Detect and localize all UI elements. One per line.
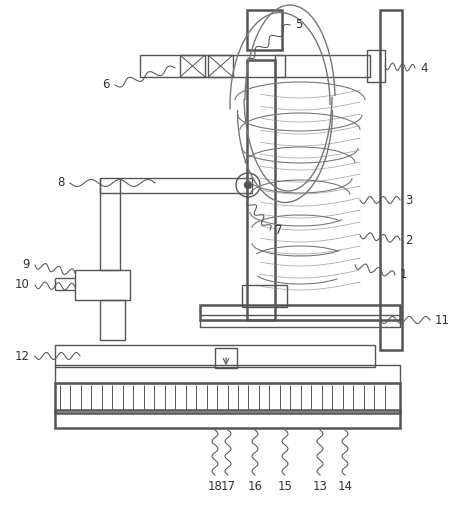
Bar (100, 178, 252, 193)
Bar (380, 10, 402, 350)
Text: 6: 6 (102, 78, 110, 92)
Bar (215, 348, 237, 368)
Text: 17: 17 (220, 480, 235, 493)
Bar (55, 345, 375, 367)
Bar (247, 60, 275, 320)
Text: 16: 16 (247, 480, 263, 493)
Text: 3: 3 (405, 194, 412, 206)
Bar (180, 55, 205, 77)
Circle shape (245, 181, 252, 188)
Bar (208, 55, 233, 77)
Bar (55, 383, 400, 413)
Text: 5: 5 (295, 18, 302, 32)
Bar (55, 410, 400, 428)
Text: 8: 8 (58, 177, 65, 189)
Text: 1: 1 (400, 268, 408, 282)
Text: 7: 7 (275, 224, 282, 237)
Text: 18: 18 (207, 480, 223, 493)
Bar (200, 315, 400, 327)
Text: 13: 13 (313, 480, 327, 493)
Text: 9: 9 (22, 259, 30, 271)
Bar (247, 10, 282, 50)
Text: 2: 2 (405, 233, 413, 246)
Bar (100, 300, 125, 340)
Bar (275, 55, 370, 77)
Text: 14: 14 (337, 480, 353, 493)
Text: 12: 12 (15, 350, 30, 362)
Bar (242, 285, 287, 307)
Bar (140, 55, 285, 77)
Text: 10: 10 (15, 279, 30, 291)
Bar (55, 365, 400, 383)
Bar (75, 270, 130, 300)
Bar (367, 50, 385, 82)
Text: 11: 11 (435, 313, 450, 327)
Text: 4: 4 (420, 61, 427, 75)
Bar (200, 305, 400, 320)
Text: 15: 15 (278, 480, 292, 493)
